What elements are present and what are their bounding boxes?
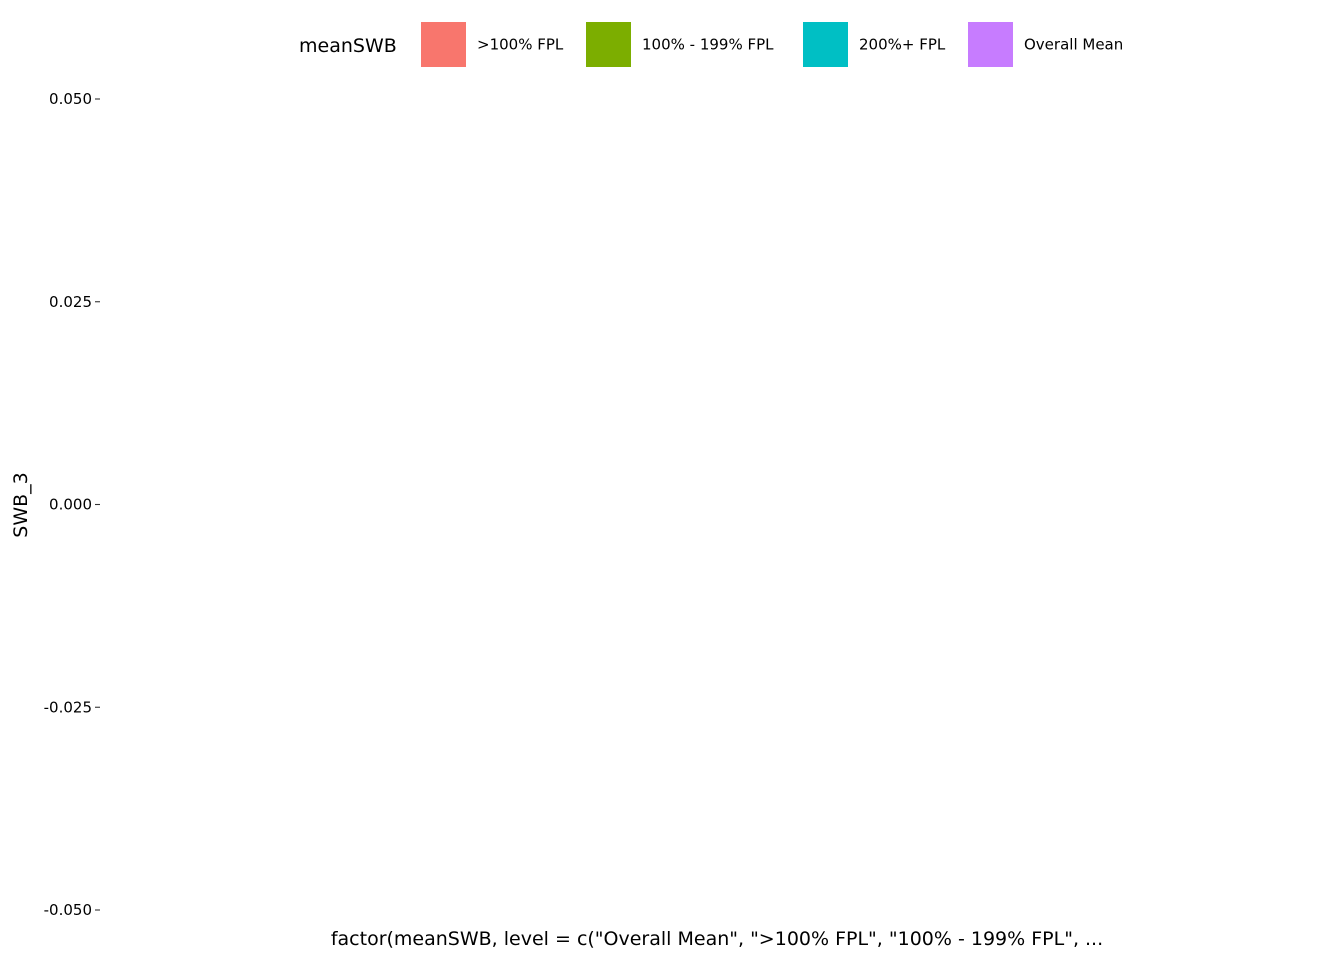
y-tick-label: -0.050 bbox=[44, 901, 92, 919]
legend-key-swatch bbox=[586, 22, 631, 67]
legend: meanSWB >100% FPL 100% - 199% FPL 200%+ FP… bbox=[299, 22, 1123, 67]
y-tick-label: 0.000 bbox=[49, 496, 92, 514]
x-axis-title: factor(meanSWB, level = c("Overall Mean"… bbox=[331, 928, 1103, 950]
legend-key-swatch bbox=[968, 22, 1013, 67]
y-axis-title: SWB_3 bbox=[10, 472, 32, 537]
y-tick-label: 0.025 bbox=[49, 293, 92, 311]
legend-key-swatch bbox=[803, 22, 848, 67]
y-tick-label: -0.025 bbox=[44, 698, 92, 716]
y-axis: 0.050 0.025 0.000 -0.025 -0.050 bbox=[44, 90, 100, 919]
legend-key-label: >100% FPL bbox=[477, 36, 564, 54]
legend-key-label: 200%+ FPL bbox=[859, 36, 946, 54]
y-tick-label: 0.050 bbox=[49, 90, 92, 108]
legend-key-swatch bbox=[421, 22, 466, 67]
legend-title: meanSWB bbox=[299, 35, 397, 57]
legend-key-label: Overall Mean bbox=[1024, 36, 1123, 54]
legend-key-label: 100% - 199% FPL bbox=[642, 36, 774, 54]
